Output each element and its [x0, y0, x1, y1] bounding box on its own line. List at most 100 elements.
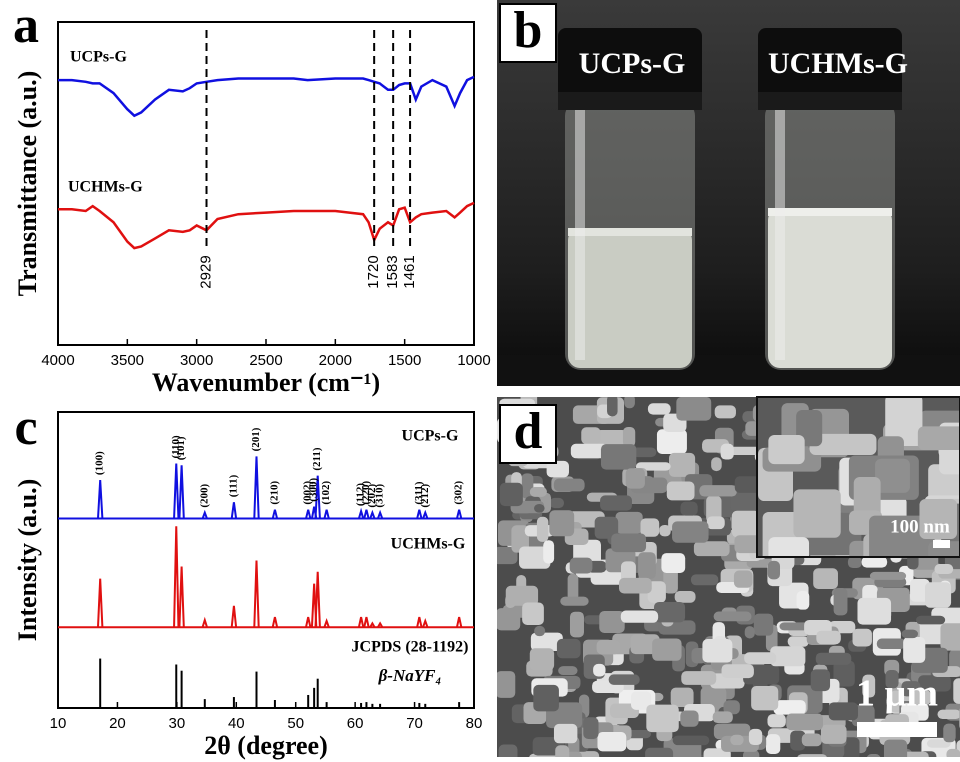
diffraction-peak — [364, 510, 368, 519]
sem-grain — [549, 510, 574, 536]
sem-grain — [557, 639, 581, 658]
reference-label: 1583 — [384, 255, 401, 288]
x-tick-label: 60 — [347, 715, 364, 732]
photo-b: UCPs-G UCHMs-G b — [497, 0, 960, 386]
diffraction-peak — [203, 620, 207, 627]
sem-grain — [721, 444, 734, 460]
diffraction-peak — [98, 480, 102, 518]
sem-grain — [533, 685, 559, 711]
sem-grain — [621, 610, 658, 622]
sem-grain — [722, 664, 754, 678]
sem-grain — [675, 591, 696, 603]
sem-grain — [672, 521, 708, 542]
sem-grain — [543, 540, 554, 563]
sem-grain — [499, 745, 518, 762]
sem-grain — [496, 671, 516, 698]
diffraction-peak — [316, 572, 320, 627]
diffraction-peak — [254, 561, 258, 628]
peak-label: (210) — [268, 481, 280, 505]
sem-grain — [916, 616, 945, 625]
peak-label: (101) — [175, 436, 187, 460]
diffraction-peak — [306, 617, 310, 627]
sem-grain — [937, 710, 960, 719]
x-tick-label: 80 — [466, 715, 483, 732]
sem-grain — [648, 403, 671, 414]
sem-grain — [593, 664, 605, 677]
sem-grain — [788, 636, 809, 647]
diffraction-peak — [174, 464, 178, 519]
spectrum-line — [58, 77, 474, 116]
sem-grain — [934, 564, 953, 574]
sem-grain — [713, 711, 733, 723]
sem-grain — [601, 444, 636, 469]
sem-grain — [673, 736, 710, 746]
x-tick-label: 3000 — [180, 352, 213, 369]
sem-grain — [857, 598, 891, 625]
diffraction-peak — [254, 456, 258, 518]
diffraction-peak — [359, 617, 363, 627]
x-tick-label: 10 — [50, 715, 67, 732]
x-tick-label: 4000 — [41, 352, 74, 369]
x-tick-label: 20 — [109, 715, 126, 732]
sem-grain — [918, 426, 960, 450]
diffraction-peak — [273, 617, 277, 627]
sem-grain — [654, 602, 685, 622]
sem-grain — [732, 511, 760, 538]
sem-grain — [743, 750, 759, 762]
sem-grain — [661, 553, 685, 573]
diffraction-peak — [324, 510, 328, 519]
sem-grain — [514, 758, 537, 762]
scale-label: 1 µm — [856, 673, 938, 715]
sem-grain — [811, 669, 830, 691]
sem-grain — [793, 489, 840, 537]
sem-grain — [862, 557, 888, 568]
reference-label: 2929 — [197, 255, 214, 288]
diffraction-peak — [457, 510, 461, 519]
sem-grain — [555, 745, 569, 762]
sem-grain — [749, 729, 762, 745]
sem-grain — [867, 754, 881, 762]
sem-grain — [667, 481, 695, 500]
sem-grain — [943, 724, 955, 743]
sem-grain — [816, 631, 841, 644]
peak-label: (310) — [374, 483, 386, 507]
x-tick-label: 30 — [169, 715, 186, 732]
sem-grain — [730, 735, 743, 745]
sem-grain — [870, 572, 906, 580]
sem-grain — [707, 516, 725, 529]
sem-grain — [797, 591, 810, 610]
sem-grain — [816, 653, 852, 665]
sem-grain — [754, 614, 773, 636]
panel-label: b — [514, 2, 543, 59]
sem-grain — [640, 518, 659, 536]
sem-grain — [657, 429, 687, 454]
diffraction-peak — [179, 465, 183, 518]
sem-grain — [597, 640, 621, 654]
series-label: UCHMs-G — [68, 179, 143, 196]
sem-grain — [597, 732, 626, 751]
diffraction-peak — [232, 606, 236, 627]
sem-grain — [542, 757, 578, 762]
peak-label: (102) — [320, 481, 332, 505]
sem-grain — [877, 639, 906, 649]
peak-label: (212) — [419, 483, 431, 507]
peak-label: (201) — [250, 427, 262, 451]
sem-grain — [560, 597, 588, 606]
peak-label: (111) — [227, 474, 239, 497]
inset-scale-label: 100 nm — [890, 516, 950, 537]
x-tick-label: 2500 — [249, 352, 282, 369]
sem-grain — [534, 626, 545, 636]
sem-grain — [786, 714, 823, 731]
sem-grain — [645, 748, 673, 762]
sem-grain — [626, 468, 645, 488]
sem-grain — [797, 754, 827, 762]
sem-grain — [558, 666, 577, 675]
sem-grain — [680, 711, 698, 727]
panel-label: d — [514, 403, 543, 460]
sem-grain — [581, 427, 600, 444]
sem-grain — [734, 570, 753, 587]
x-tick-label: 1500 — [388, 352, 421, 369]
peak-label: (302) — [453, 481, 465, 505]
x-tick-label: 40 — [228, 715, 245, 732]
reference-label: 1461 — [401, 255, 418, 288]
